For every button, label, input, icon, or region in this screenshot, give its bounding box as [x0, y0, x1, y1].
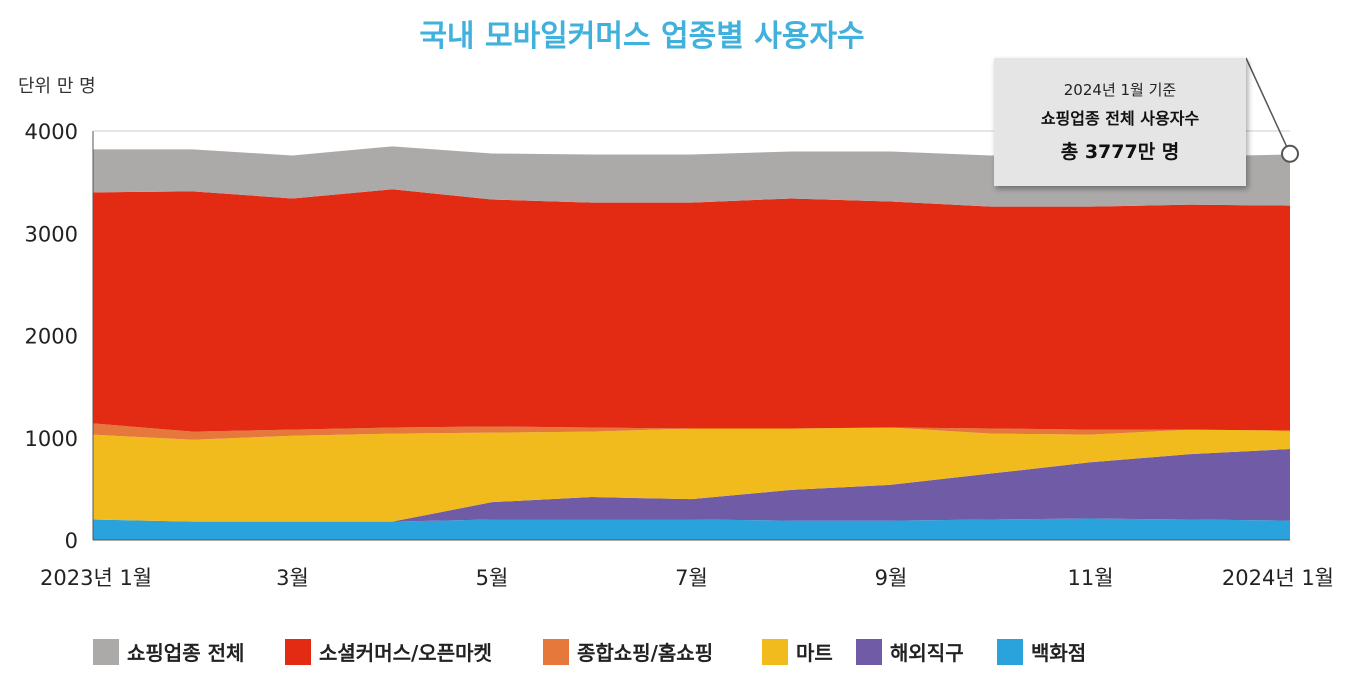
x-tick-label: 5월 — [476, 566, 509, 590]
y-tick-group: 0 1000 2000 3000 4000 — [25, 120, 78, 553]
callout-total: 총 3777만 명 — [1061, 141, 1180, 163]
callout-subject: 쇼핑업종 전체 사용자수 — [1041, 109, 1200, 128]
area-series-소셜커머스-오픈마켓 — [93, 189, 1290, 432]
legend-label-쇼핑업종-전체: 쇼핑업종 전체 — [127, 641, 244, 665]
x-tick-label: 7월 — [675, 566, 708, 590]
legend: 쇼핑업종 전체 소셜커머스/오픈마켓 종합쇼핑/홈쇼핑 마트 해외직구 백화점 — [93, 639, 1086, 665]
y-tick-label: 3000 — [25, 222, 78, 246]
unit-label: 단위 만 명 — [18, 76, 96, 97]
legend-swatch-해외직구 — [856, 639, 882, 665]
legend-swatch-종합쇼핑-홈쇼핑 — [543, 639, 569, 665]
callout-box — [994, 58, 1246, 186]
area-series-마트 — [93, 427, 1290, 522]
legend-swatch-백화점 — [997, 639, 1023, 665]
chart-title: 국내 모바일커머스 업종별 사용자수 — [419, 19, 864, 54]
x-tick-label: 2023년 1월 — [40, 566, 152, 590]
callout-leader-line — [1245, 57, 1291, 155]
legend-label-해외직구: 해외직구 — [890, 641, 964, 665]
legend-label-종합쇼핑-홈쇼핑: 종합쇼핑/홈쇼핑 — [577, 641, 713, 665]
legend-swatch-쇼핑업종-전체 — [93, 639, 119, 665]
callout-date: 2024년 1월 기준 — [1064, 81, 1177, 99]
legend-swatch-소셜커머스-오픈마켓 — [285, 639, 311, 665]
legend-label-소셜커머스-오픈마켓: 소셜커머스/오픈마켓 — [319, 641, 492, 665]
x-tick-label: 3월 — [276, 566, 309, 590]
y-tick-label: 2000 — [25, 325, 78, 349]
area-series-해외직구 — [93, 448, 1290, 522]
callout-marker — [1281, 144, 1299, 163]
y-tick-label: 1000 — [25, 427, 78, 451]
area-series-백화점 — [93, 518, 1290, 540]
callout-annotation: 2024년 1월 기준 쇼핑업종 전체 사용자수 총 3777만 명 — [994, 57, 1299, 186]
legend-label-백화점: 백화점 — [1031, 641, 1086, 665]
y-tick-label: 0 — [65, 529, 78, 553]
legend-swatch-마트 — [762, 639, 788, 665]
x-tick-group: 2023년 1월 3월 5월 7월 9월 11월 2024년 1월 — [40, 566, 1334, 590]
legend-label-마트: 마트 — [796, 641, 833, 665]
y-tick-label: 4000 — [25, 120, 78, 144]
x-tick-label: 2024년 1월 — [1222, 566, 1334, 590]
x-tick-label: 11월 — [1067, 566, 1113, 590]
area-series-쇼핑업종-전체 — [93, 146, 1290, 207]
area-series-group — [93, 146, 1290, 540]
x-tick-label: 9월 — [875, 566, 908, 590]
